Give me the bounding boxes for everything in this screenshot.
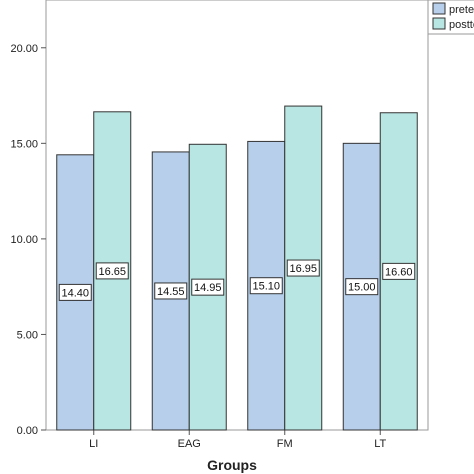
y-tick-label: 0.00	[17, 425, 38, 437]
data-label-box	[191, 278, 225, 296]
x-tick-label: EAG	[178, 438, 201, 450]
data-label-box	[286, 259, 320, 277]
x-axis-title: Groups	[207, 457, 257, 473]
y-tick-label: 15.00	[10, 138, 38, 150]
data-labels: 14.40 16.65 14.55 14.95 15.10 16.95 15.00 16.60	[58, 259, 416, 301]
data-label-box	[58, 283, 92, 301]
plot-frame	[45, 0, 429, 431]
x-tick-label: LT	[374, 438, 386, 450]
data-label: 15.10	[252, 281, 280, 293]
data-label-box	[382, 262, 416, 280]
data-label-box	[345, 278, 379, 296]
legend-label: prete	[449, 4, 474, 16]
legend: prete postte	[427, 0, 474, 35]
data-label: 14.40	[61, 287, 89, 299]
x-tick-label: FM	[277, 438, 293, 450]
data-label: 16.60	[385, 266, 413, 278]
x-tick-label: LI	[89, 438, 98, 450]
data-label: 16.95	[289, 263, 317, 275]
data-label: 14.95	[194, 282, 222, 294]
data-label-box	[249, 277, 283, 295]
legend-swatch	[432, 17, 446, 30]
data-label-box	[95, 262, 129, 280]
data-label: 16.65	[98, 266, 126, 278]
data-label: 15.00	[348, 282, 376, 294]
legend-swatch	[432, 2, 446, 15]
y-tick-label: 5.00	[17, 329, 38, 341]
y-tick-label: 10.00	[10, 234, 38, 246]
data-label-box	[154, 282, 188, 300]
y-tick-label: 20.00	[10, 43, 38, 55]
axes: 0.00 5.00 10.00 15.00 20.00 LI EAG FM LT	[10, 0, 429, 450]
data-label: 14.55	[157, 286, 185, 298]
legend-label: postte	[449, 19, 474, 31]
